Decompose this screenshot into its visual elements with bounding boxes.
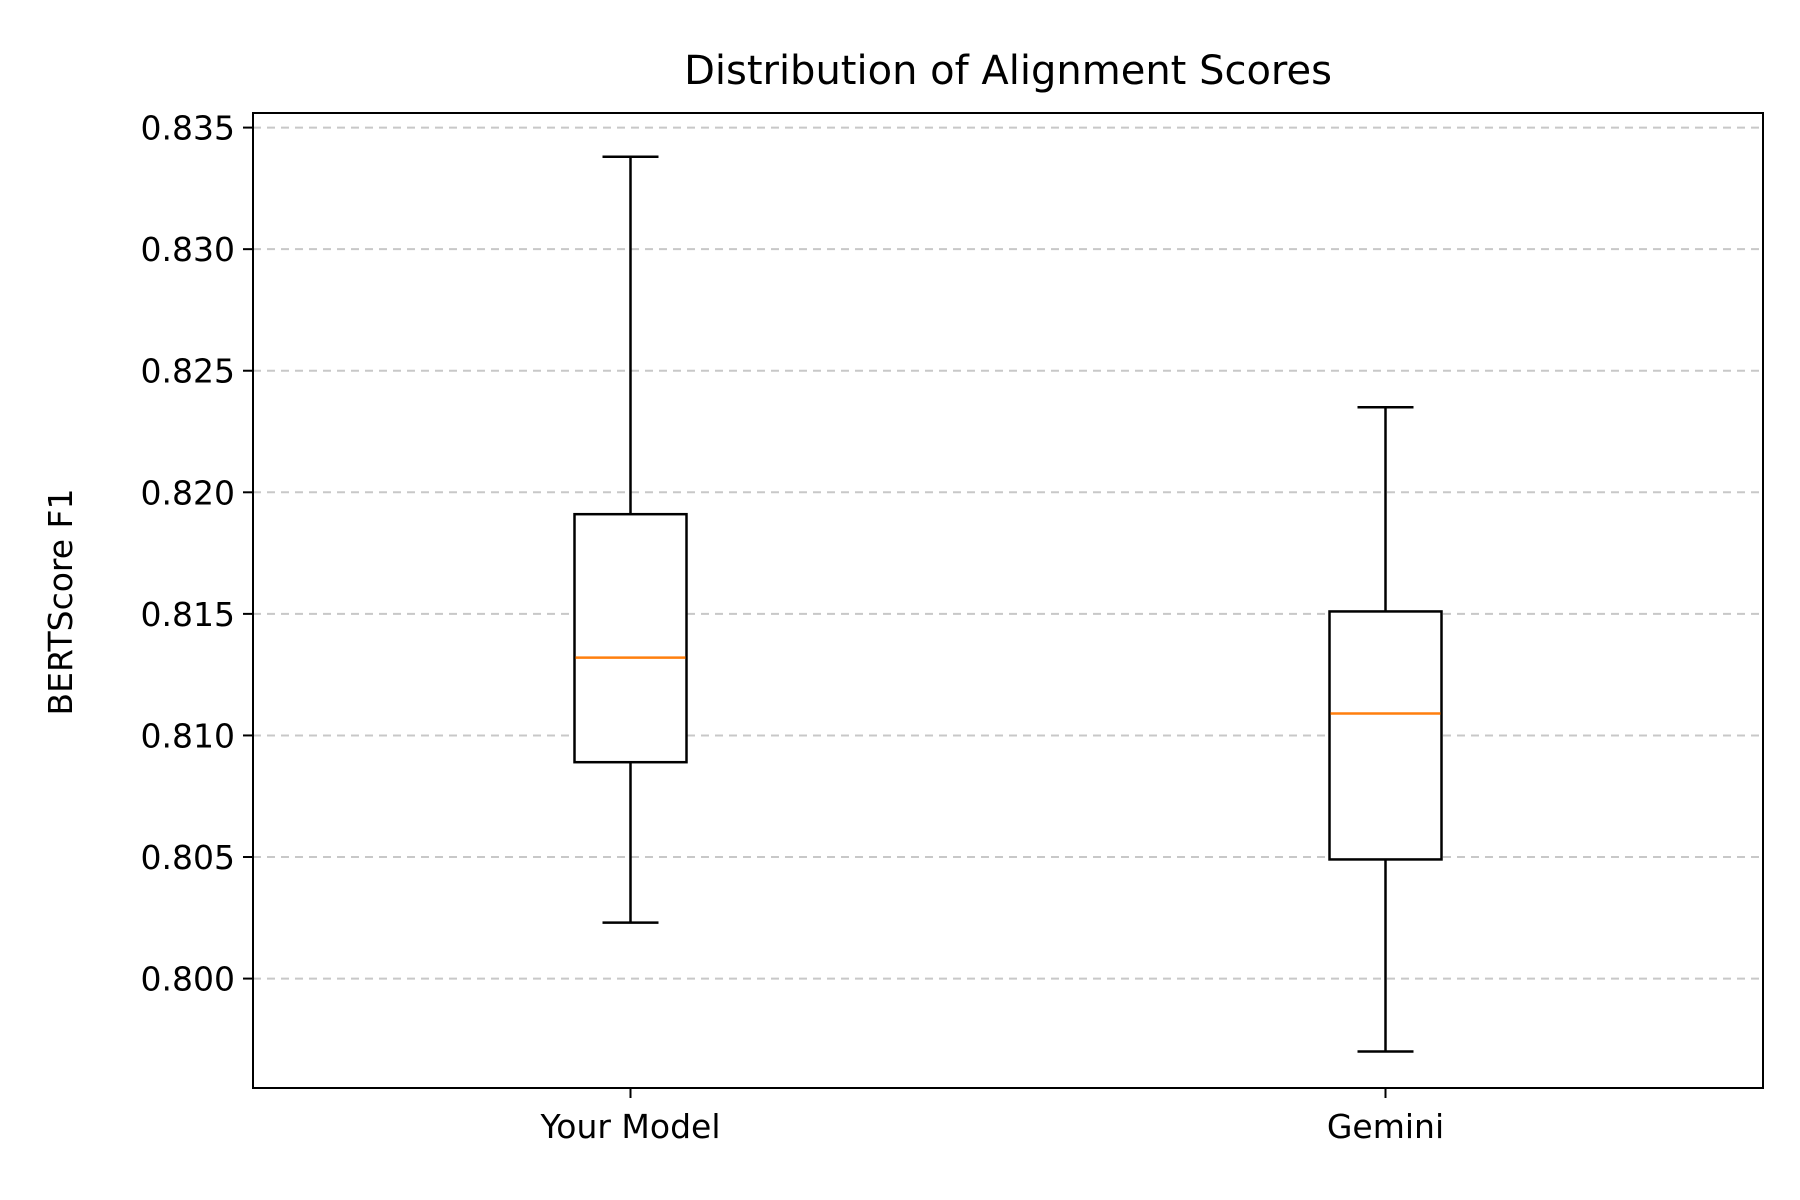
iqr-box	[1328, 610, 1443, 861]
y-tick-label: 0.820	[141, 473, 235, 512]
y-tick-label: 0.835	[141, 109, 235, 148]
y-tick-label: 0.825	[141, 352, 235, 391]
x-tick-label: Your Model	[539, 1107, 720, 1146]
plot-frame	[252, 112, 1764, 1089]
axes: 0.800 0.805 0.810 0.815 0.820 0.825 0.830 0.835…	[141, 109, 1445, 1146]
y-tick-label: 0.800	[141, 960, 235, 999]
chart-title: Distribution of Alignment Scores	[684, 48, 1332, 94]
x-tick-label: Gemini	[1327, 1107, 1444, 1146]
iqr-box	[573, 512, 688, 764]
grid-lines	[253, 126, 1763, 980]
box-your-model	[573, 155, 688, 924]
y-tick-label: 0.830	[141, 230, 235, 269]
box-gemini	[1328, 405, 1443, 1053]
y-tick-label: 0.810	[141, 716, 235, 755]
y-tick-label: 0.805	[141, 838, 235, 877]
y-tick-label: 0.815	[141, 595, 235, 634]
boxes	[573, 155, 1443, 1053]
y-axis-label: BERTScore F1	[41, 488, 80, 715]
